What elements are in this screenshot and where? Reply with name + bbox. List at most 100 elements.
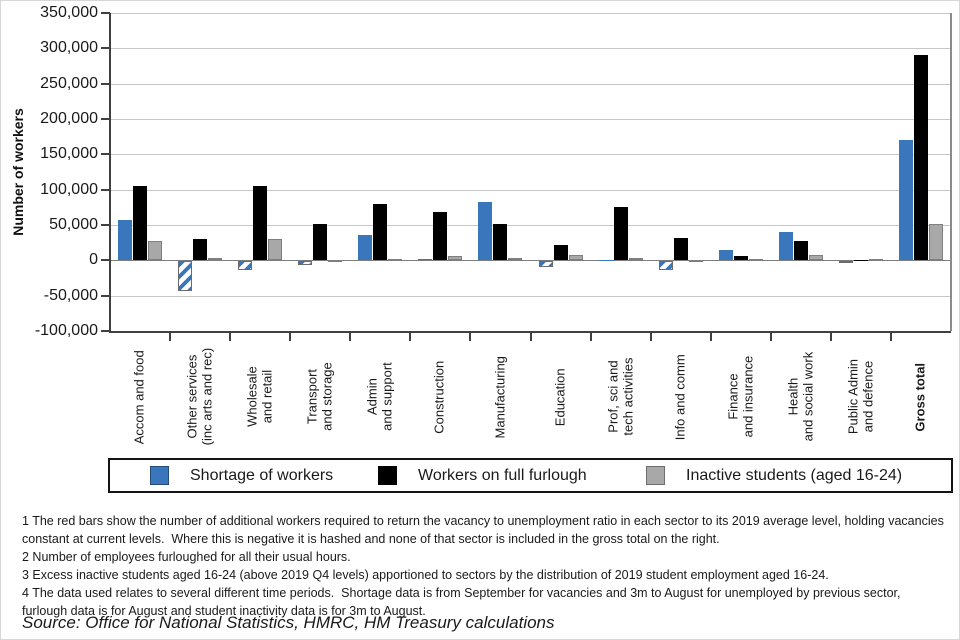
- bar: [253, 186, 268, 261]
- bar: [793, 241, 808, 261]
- bar: [553, 244, 568, 261]
- x-tick: [469, 333, 472, 341]
- y-tick-label: -50,000: [43, 286, 98, 304]
- x-tick: [829, 333, 832, 341]
- bar: [928, 224, 943, 261]
- bar: [688, 259, 703, 262]
- bar: [733, 256, 748, 261]
- x-tick: [229, 333, 232, 341]
- plot-right-border: [950, 13, 952, 331]
- y-gridline: [110, 13, 951, 14]
- footnote-2: 2 Number of employees furloughed for all…: [22, 550, 351, 564]
- footnote-4: 4 The data used relates to several diffe…: [22, 586, 904, 618]
- legend-label-furlough: Workers on full furlough: [418, 467, 587, 484]
- x-tick: [889, 333, 892, 341]
- bar: [328, 259, 343, 262]
- bar: [208, 258, 223, 261]
- y-tick-label: 50,000: [49, 216, 98, 233]
- legend-swatch-furlough-icon: [378, 466, 397, 485]
- bar: [478, 202, 493, 261]
- source-line: Source: Office for National Statistics, …: [22, 613, 555, 632]
- bar: [493, 223, 508, 261]
- y-tick: [101, 188, 110, 191]
- zero-line: [110, 260, 951, 262]
- bar: [748, 258, 763, 261]
- bar: [868, 258, 883, 261]
- bar: [448, 256, 463, 261]
- y-tick-label: 150,000: [40, 145, 98, 163]
- bar: [673, 238, 688, 261]
- legend-swatch-inactive-students-icon: [646, 466, 665, 485]
- bar: [718, 250, 733, 261]
- bar: [778, 232, 793, 261]
- x-tick: [169, 333, 172, 341]
- x-tick: [529, 333, 532, 341]
- bar: [853, 259, 868, 261]
- bar: [268, 239, 283, 261]
- x-tick: [289, 333, 292, 341]
- y-tick-label: 300,000: [40, 39, 98, 57]
- y-tick-label: 0: [89, 251, 98, 269]
- y-tick-label: 250,000: [40, 74, 98, 92]
- bar: [193, 239, 208, 261]
- y-tick: [101, 82, 110, 85]
- bar: [298, 261, 313, 265]
- bar: [388, 258, 403, 261]
- y-gridline: [110, 225, 951, 226]
- bar: [373, 203, 388, 261]
- legend-label-shortage: Shortage of workers: [190, 467, 334, 484]
- bar: [148, 241, 162, 261]
- bar: [913, 55, 928, 261]
- bar: [118, 220, 132, 261]
- x-tick: [589, 333, 592, 341]
- bar: [898, 139, 913, 261]
- y-tick-label: 350,000: [40, 4, 98, 21]
- bar: [238, 261, 253, 270]
- bar: [808, 254, 823, 261]
- legend-label-inactive-students: Inactive students (aged 16-24): [686, 467, 903, 484]
- x-axis-line: [109, 331, 951, 333]
- bar: [658, 261, 673, 270]
- bar: [838, 261, 853, 264]
- y-tick-label: 100,000: [40, 180, 98, 198]
- y-tick: [101, 153, 110, 156]
- y-tick-label: -100,000: [34, 322, 98, 339]
- y-tick-label: 200,000: [40, 110, 98, 127]
- y-tick: [101, 118, 110, 120]
- bar: [628, 257, 643, 261]
- bar: [568, 255, 583, 261]
- bar: [358, 234, 373, 261]
- bar: [508, 257, 523, 261]
- bar: [418, 258, 433, 261]
- x-tick: [349, 333, 352, 341]
- y-gridline: [110, 189, 951, 191]
- x-tick: [709, 333, 712, 341]
- bar: [178, 261, 193, 291]
- bar: [133, 186, 147, 261]
- footnotes-block: 1 The red bars show the number of additi…: [22, 512, 946, 620]
- y-tick: [101, 47, 110, 50]
- y-gridline: [110, 119, 951, 120]
- y-tick: [101, 224, 110, 226]
- x-category-label-text: Gross total: [912, 362, 928, 432]
- y-gridline: [110, 154, 951, 156]
- bar: [598, 259, 613, 261]
- y-tick: [101, 12, 110, 14]
- plot-area: 350,000 300,000 250,000 200,000 150,000 100,0…: [1, 1, 959, 461]
- y-tick: [101, 259, 110, 262]
- footnote-3: 3 Excess inactive students aged 16-24 (a…: [22, 568, 829, 582]
- legend-swatch-shortage-icon: [150, 466, 169, 485]
- y-gridline: [110, 295, 951, 297]
- x-category-label: Gross total: [861, 338, 959, 456]
- y-tick: [101, 294, 110, 297]
- y-gridline: [110, 83, 951, 85]
- x-tick: [409, 333, 412, 341]
- bar: [313, 223, 328, 261]
- footnote-1: 1 The red bars show the number of additi…: [22, 514, 948, 546]
- legend: Shortage of workers Workers on full furl…: [108, 458, 953, 493]
- y-axis-line: [109, 13, 111, 333]
- bar: [433, 212, 448, 261]
- y-tick: [101, 330, 110, 332]
- bar: [613, 206, 628, 261]
